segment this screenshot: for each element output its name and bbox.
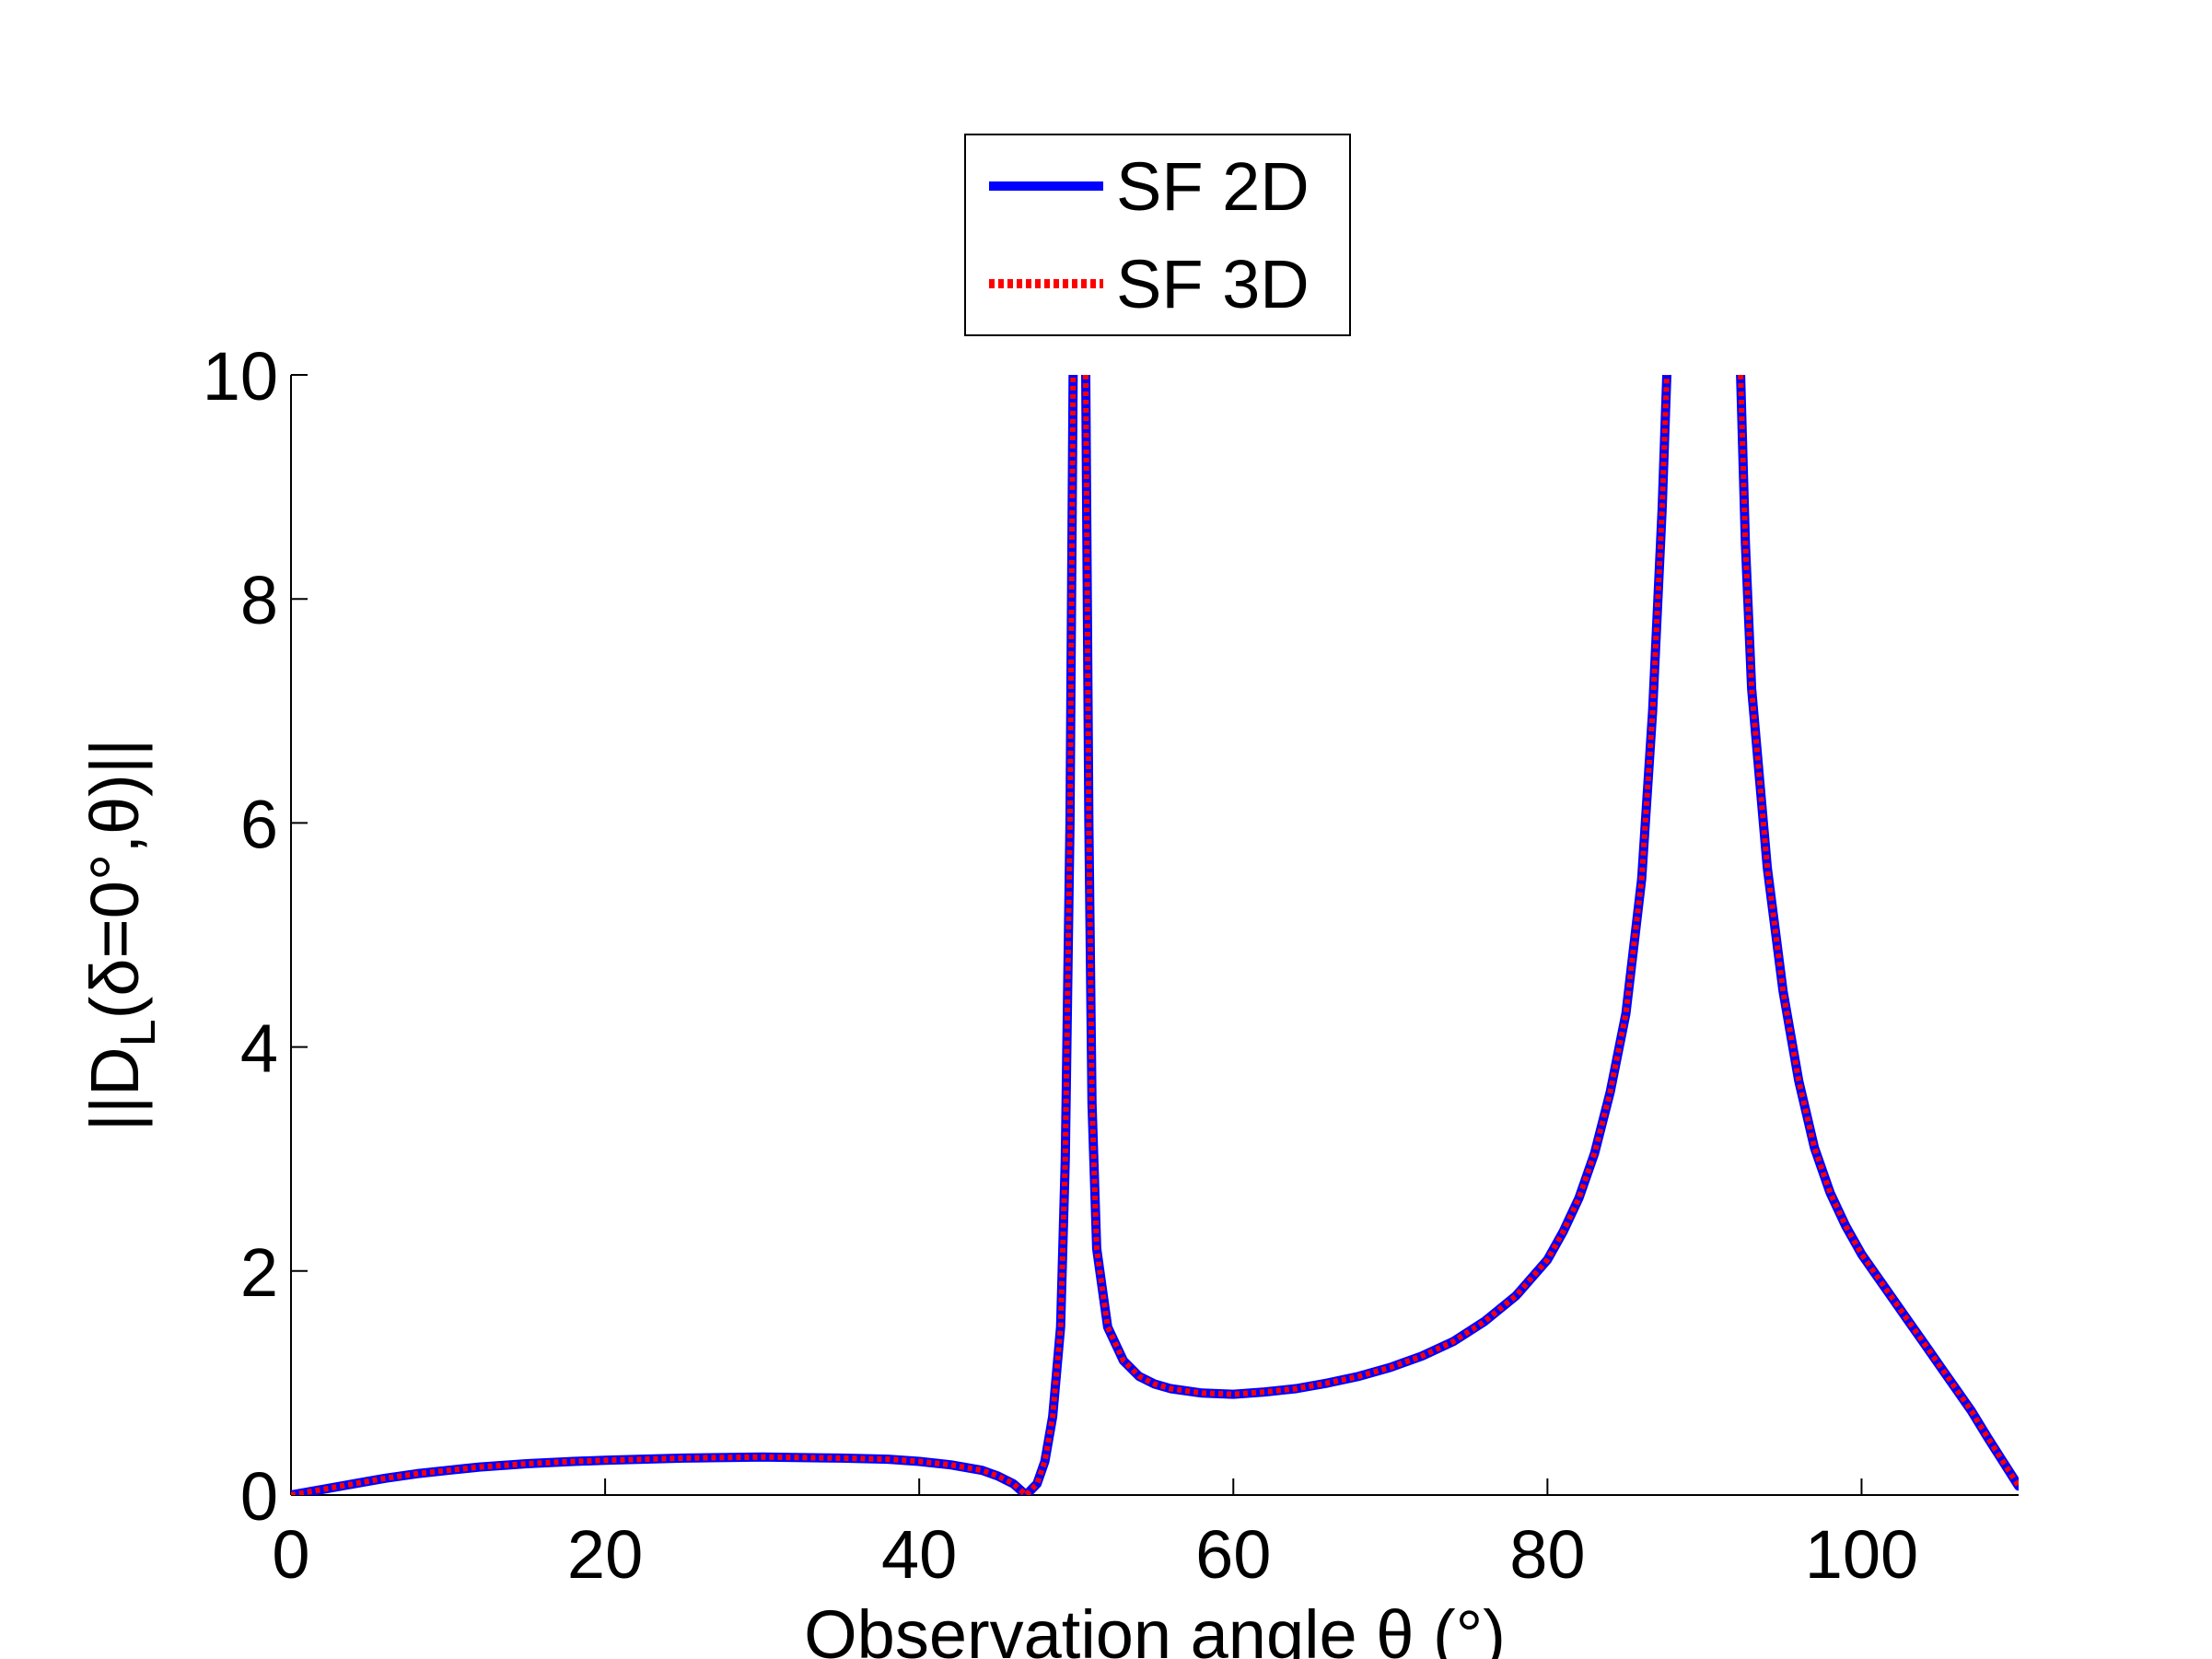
y-axis-label-group: ||DL(δ=0°,θ)||	[76, 739, 166, 1132]
y-axis-label-prefix: ||D	[76, 1046, 153, 1131]
y-tick-label: 0	[240, 1458, 278, 1535]
y-tick-label: 8	[240, 562, 278, 638]
x-tick-label: 80	[1509, 1516, 1585, 1593]
axes	[290, 375, 2019, 1496]
x-tick-label: 20	[567, 1516, 643, 1593]
y-tick-label: 10	[203, 338, 278, 415]
y-axis-label-subscript: L	[111, 1019, 166, 1046]
x-axis-label: Observation angle θ (°)	[804, 1596, 1506, 1659]
series-line-sf-3d	[1083, 375, 1670, 1397]
series-line-sf-2d	[291, 375, 1078, 1495]
x-tick-label: 60	[1195, 1516, 1271, 1593]
legend: SF 2D SF 3D	[964, 134, 1351, 336]
legend-label-sf-3d: SF 3D	[1116, 246, 1310, 322]
y-axis-label-suffix: (δ=0°,θ)||	[76, 739, 153, 1020]
y-tick-label: 6	[240, 786, 278, 862]
series-line-sf-2d	[1081, 375, 1671, 1399]
series-layer	[291, 375, 2019, 1495]
legend-box	[964, 134, 1351, 336]
x-ticks: 0 20 40 60 80 100	[272, 1478, 1918, 1593]
y-ticks: 0 2 4 6 8 10	[203, 338, 308, 1535]
y-axis-label: ||DL(δ=0°,θ)||	[76, 739, 166, 1132]
x-tick-label: 40	[881, 1516, 957, 1593]
x-tick-label: 100	[1805, 1516, 1918, 1593]
y-tick-label: 4	[240, 1011, 278, 1087]
y-tick-label: 2	[240, 1234, 278, 1311]
x-tick-label: 0	[272, 1516, 309, 1593]
series-line-sf-3d	[1738, 375, 2019, 1488]
legend-label-sf-2d: SF 2D	[1116, 148, 1310, 225]
series-line-sf-3d	[291, 375, 1077, 1495]
series-line-sf-2d	[1736, 375, 2019, 1491]
